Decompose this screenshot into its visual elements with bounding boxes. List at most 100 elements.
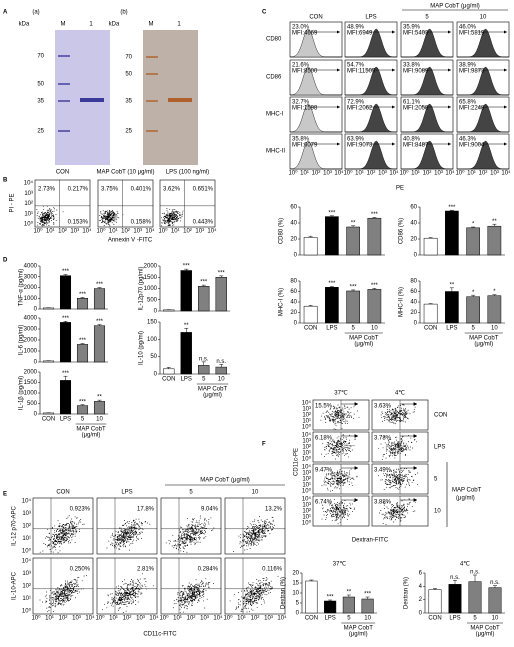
gate-arrow bbox=[341, 466, 358, 470]
plot-frame bbox=[96, 497, 158, 555]
log-tick: 10⁰ bbox=[302, 424, 312, 431]
label: 4℃ bbox=[395, 391, 405, 397]
plot-frame bbox=[224, 497, 286, 555]
histogram bbox=[289, 66, 342, 96]
label: MFI:5819 bbox=[459, 31, 485, 37]
significance: *** bbox=[96, 282, 104, 288]
label: 35 bbox=[37, 99, 44, 105]
gate-arrow bbox=[392, 142, 395, 146]
bar bbox=[342, 596, 355, 614]
x-tick-label: CON bbox=[304, 326, 317, 332]
plot-frame bbox=[160, 557, 222, 615]
x-tick-label: CON bbox=[162, 377, 175, 383]
y-tick-label: 60 bbox=[290, 289, 297, 295]
label: 0.217% bbox=[68, 187, 89, 193]
error-bar bbox=[351, 225, 356, 227]
group-label: MAP CobT bbox=[469, 336, 499, 342]
y-tick-label: 20 bbox=[292, 571, 299, 577]
label: 70 bbox=[125, 55, 132, 61]
label: 6.74% bbox=[315, 500, 333, 506]
log-tick: 10⁴ bbox=[207, 228, 217, 235]
label: 1 bbox=[177, 22, 181, 28]
label: 61.1% bbox=[403, 100, 421, 106]
gate-arrow bbox=[400, 466, 417, 470]
plot-frame bbox=[97, 179, 154, 228]
label: M bbox=[61, 22, 66, 28]
significance: n.s. bbox=[450, 575, 460, 581]
x-tick-label: 10 bbox=[96, 417, 103, 423]
log-tick: 10⁰ bbox=[22, 608, 32, 615]
label: (μg/ml) bbox=[456, 496, 475, 502]
group-label: (μg/ml) bbox=[476, 632, 495, 638]
label: 0.923% bbox=[70, 507, 91, 513]
log-tick: 10¹ bbox=[22, 536, 31, 542]
y-tick-label: 0 bbox=[294, 321, 298, 327]
dot-cloud bbox=[172, 578, 214, 613]
log-tick: 10² bbox=[302, 509, 311, 515]
marker-band bbox=[58, 130, 70, 132]
y-tick-label: 2000 bbox=[144, 264, 158, 270]
label: 3.78% bbox=[374, 436, 392, 442]
x-tick-label: CON bbox=[424, 326, 437, 332]
bar bbox=[42, 360, 55, 363]
log-tick: 10⁴ bbox=[145, 228, 155, 235]
x-tick-label: 5 bbox=[347, 616, 351, 622]
group-label: (μg/ml) bbox=[203, 393, 222, 399]
log-tick: 10² bbox=[24, 201, 33, 207]
log-tick: 10² bbox=[123, 616, 132, 622]
log-tick: 10¹ bbox=[45, 616, 54, 622]
log-tick: 10¹ bbox=[237, 616, 246, 622]
log-tick: 10¹ bbox=[109, 229, 118, 235]
plot-frame bbox=[32, 557, 94, 615]
significance: *** bbox=[371, 283, 379, 289]
bar bbox=[76, 298, 89, 310]
histogram bbox=[401, 66, 453, 96]
label: MFI:4669 bbox=[292, 31, 318, 37]
marker-band bbox=[146, 130, 158, 132]
marker-band bbox=[146, 73, 158, 75]
y-tick-label: 80 bbox=[290, 279, 297, 285]
label: MFI:2062 bbox=[347, 106, 373, 112]
gate-arrow bbox=[448, 30, 451, 34]
y-tick-label: 3000 bbox=[24, 274, 38, 280]
y-tick-label: 150 bbox=[147, 320, 158, 326]
label: 0.651% bbox=[193, 187, 214, 193]
log-tick: 10¹ bbox=[411, 171, 420, 177]
histogram bbox=[345, 28, 397, 58]
error-bar bbox=[433, 588, 437, 590]
plot-frame bbox=[96, 557, 158, 615]
significance: *** bbox=[62, 269, 70, 275]
log-tick: 10⁴ bbox=[149, 615, 159, 622]
label: 0.250% bbox=[70, 567, 91, 573]
y-tick-label: 1000 bbox=[24, 296, 38, 302]
dot-cloud bbox=[161, 208, 184, 227]
label: CON bbox=[56, 170, 69, 176]
label: 63.9% bbox=[347, 137, 365, 143]
label: 10 bbox=[252, 490, 259, 496]
error-bar bbox=[365, 596, 370, 599]
panel-label: B bbox=[3, 178, 8, 184]
y-tick-label: 20 bbox=[410, 237, 417, 243]
x-tick-label: 10 bbox=[371, 326, 378, 332]
bar bbox=[59, 322, 72, 363]
significance: *** bbox=[62, 371, 70, 377]
y-tick-label: 0 bbox=[296, 611, 300, 617]
y-tick-label: 4000 bbox=[24, 316, 38, 322]
label: MAP CobT bbox=[452, 488, 482, 494]
label: MFI:6949 bbox=[347, 31, 373, 37]
y-tick-label: 0 bbox=[419, 611, 423, 617]
y-tick-label: 0 bbox=[414, 253, 418, 259]
y-tick-label: 1000 bbox=[24, 391, 38, 397]
gate-arrow bbox=[448, 68, 451, 72]
significance: *** bbox=[328, 281, 336, 287]
label: 50 bbox=[125, 72, 132, 78]
panel-label: E bbox=[3, 492, 7, 498]
error-bar bbox=[219, 275, 224, 278]
significance: n.s. bbox=[199, 356, 209, 362]
dot-cloud bbox=[377, 468, 419, 491]
label: 3.62% bbox=[163, 187, 181, 193]
bar bbox=[448, 584, 462, 614]
y-tick-label: 60 bbox=[410, 289, 417, 295]
y-tick-label: 500 bbox=[27, 401, 38, 407]
bar bbox=[445, 291, 459, 324]
